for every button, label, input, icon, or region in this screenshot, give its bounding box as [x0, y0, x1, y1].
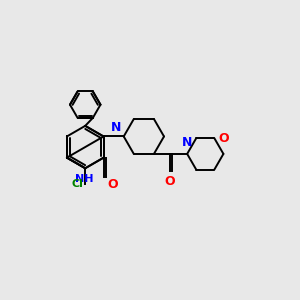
Text: O: O: [219, 132, 230, 145]
Text: NH: NH: [74, 174, 93, 184]
Text: Cl: Cl: [72, 179, 84, 190]
Text: O: O: [107, 178, 118, 191]
Text: N: N: [111, 121, 122, 134]
Text: O: O: [165, 176, 176, 188]
Text: N: N: [182, 136, 192, 149]
